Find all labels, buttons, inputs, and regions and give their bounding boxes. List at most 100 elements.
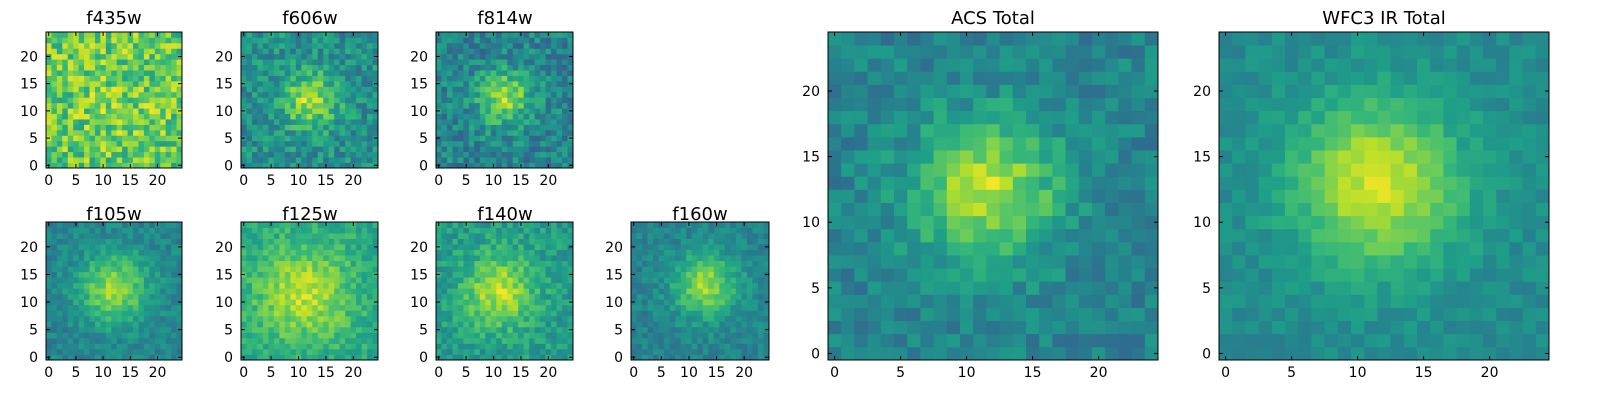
heatmap-cell — [94, 75, 101, 82]
heatmap-cell — [176, 75, 183, 82]
heatmap-cell — [350, 64, 357, 71]
axes-frame — [45, 221, 183, 361]
heatmap-cell — [463, 326, 470, 333]
heatmap-cell — [441, 151, 448, 158]
heatmap-cell — [518, 321, 525, 328]
heatmap-cell — [631, 249, 637, 256]
heatmap-cell — [116, 315, 123, 322]
heatmap-cell — [356, 354, 362, 361]
heatmap-cell — [485, 113, 492, 120]
heatmap-cell — [56, 91, 63, 98]
heatmap-cell — [73, 59, 80, 66]
heatmap-cell — [279, 238, 286, 245]
heatmap-cell — [746, 249, 753, 256]
heatmap-cell — [295, 332, 302, 339]
heatmap-cell — [251, 162, 258, 169]
heatmap-cell — [257, 80, 264, 87]
heatmap-cell — [356, 293, 362, 300]
heatmap-cell — [306, 157, 313, 163]
heatmap-cell — [171, 48, 177, 55]
heatmap-cell — [1078, 163, 1093, 177]
heatmap-cell — [485, 288, 492, 295]
heatmap-cell — [518, 151, 525, 158]
heatmap-cell — [78, 129, 85, 136]
heatmap-cell — [312, 310, 319, 317]
heatmap-cell — [507, 32, 514, 38]
heatmap-cell — [1026, 163, 1040, 177]
heatmap-cell — [534, 140, 541, 147]
heatmap-cell — [556, 222, 563, 228]
heatmap-cell — [534, 277, 541, 284]
heatmap-cell — [301, 348, 308, 355]
heatmap-cell — [111, 59, 118, 66]
heatmap-cell — [675, 354, 682, 361]
heatmap-cell — [306, 124, 313, 131]
heatmap-cell — [334, 75, 341, 82]
heatmap-cell — [100, 255, 107, 262]
heatmap-cell — [339, 326, 346, 333]
heatmap-cell — [284, 135, 291, 142]
heatmap-cell — [556, 288, 563, 295]
heatmap-cell — [697, 233, 704, 239]
heatmap-cell — [323, 299, 330, 306]
heatmap-cell — [1092, 163, 1106, 177]
heatmap-cell — [367, 321, 373, 328]
heatmap-cell — [529, 86, 536, 93]
heatmap-cell — [133, 288, 139, 295]
heatmap-cell — [350, 255, 357, 262]
heatmap-cell — [46, 48, 52, 55]
heatmap-cell — [356, 135, 362, 142]
heatmap-cell — [691, 282, 698, 289]
heatmap-cell — [279, 337, 286, 344]
heatmap-cell — [540, 162, 546, 169]
heatmap-cell — [631, 233, 637, 239]
heatmap-cell — [452, 129, 459, 136]
heatmap-cell — [290, 64, 297, 71]
heatmap-cell — [350, 48, 357, 55]
heatmap-cell — [474, 75, 481, 82]
heatmap-cell — [933, 281, 948, 295]
heatmap-cell — [67, 129, 74, 136]
heatmap-cell — [295, 151, 302, 158]
heatmap-cell — [56, 227, 63, 234]
heatmap-cell — [551, 260, 557, 267]
heatmap-cell — [512, 354, 519, 361]
heatmap-cell — [122, 151, 128, 158]
heatmap-cell — [735, 293, 742, 300]
heatmap-cell — [894, 294, 908, 308]
heatmap-cell — [73, 299, 80, 306]
heatmap-cell — [94, 64, 101, 71]
heatmap-cell — [251, 271, 258, 278]
heatmap-cell — [697, 249, 704, 256]
heatmap-cell — [642, 343, 648, 350]
heatmap-cell — [89, 238, 96, 245]
heatmap-cell — [78, 293, 85, 300]
heatmap-cell — [251, 140, 258, 147]
heatmap-cell — [479, 271, 486, 278]
heatmap-cell — [301, 97, 308, 104]
heatmap-cell — [295, 238, 302, 245]
heatmap-cell — [1105, 241, 1119, 256]
heatmap-cell — [84, 293, 90, 300]
heatmap-cell — [485, 354, 492, 361]
heatmap-cell — [735, 260, 742, 267]
heatmap-cell — [1039, 346, 1053, 361]
panel-title: ACS Total — [951, 8, 1035, 29]
heatmap-cell — [251, 108, 258, 114]
heatmap-cell — [763, 293, 770, 300]
heatmap-cell — [436, 310, 442, 317]
heatmap-cell — [165, 80, 172, 87]
heatmap-cell — [78, 59, 85, 66]
heatmap-cell — [562, 140, 568, 147]
heatmap-cell — [100, 102, 107, 109]
heatmap-cell — [457, 233, 464, 239]
heatmap-cell — [691, 326, 698, 333]
heatmap-cell — [496, 227, 503, 234]
heatmap-cell — [268, 53, 275, 60]
heatmap-cell — [534, 151, 541, 158]
heatmap-cell — [317, 48, 324, 55]
heatmap-cell — [257, 299, 264, 306]
heatmap-cell — [143, 238, 150, 245]
heatmap-cell — [312, 277, 319, 284]
